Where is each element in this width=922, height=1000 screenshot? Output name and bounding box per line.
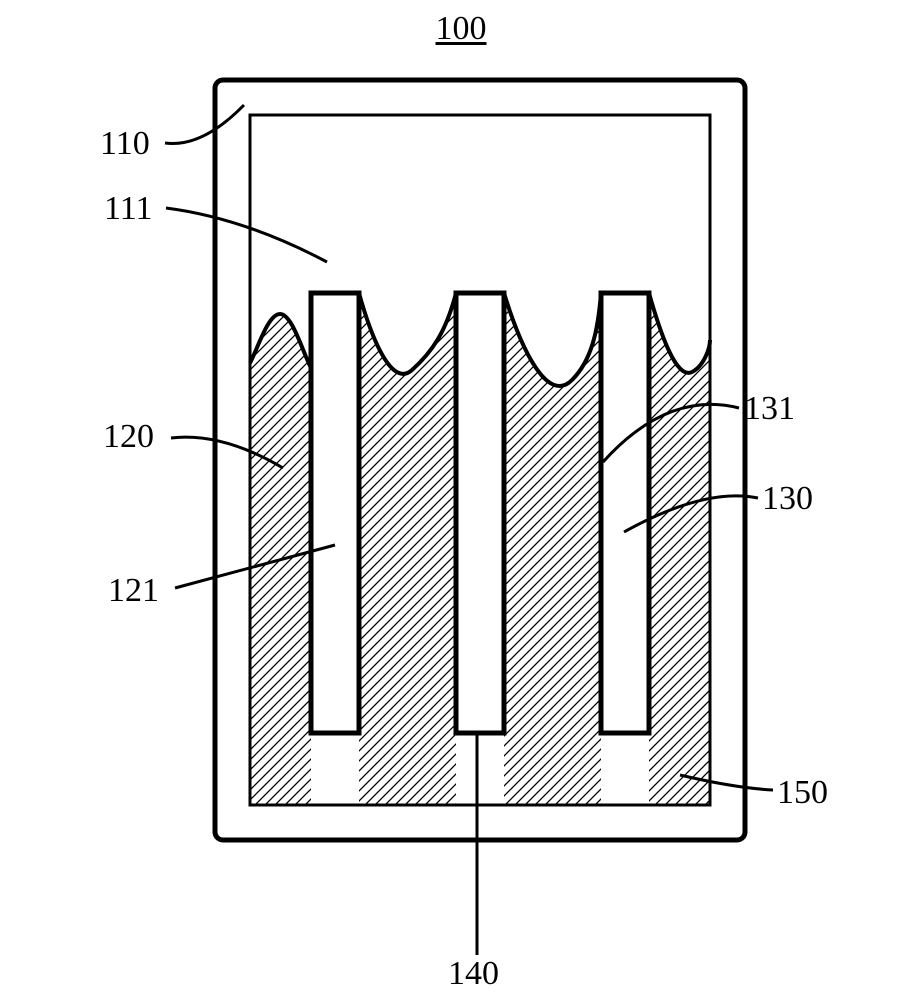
label-111: 111	[104, 190, 152, 228]
label-120: 120	[103, 418, 154, 456]
label-110: 110	[100, 125, 150, 163]
electrode-left-120	[311, 293, 359, 733]
label-131: 131	[744, 390, 795, 428]
label-121: 121	[108, 572, 159, 610]
label-150: 150	[777, 774, 828, 812]
electrode-middle-140	[456, 293, 504, 733]
label-130: 130	[762, 480, 813, 518]
electrode-right-130	[601, 293, 649, 733]
label-140: 140	[448, 955, 499, 993]
